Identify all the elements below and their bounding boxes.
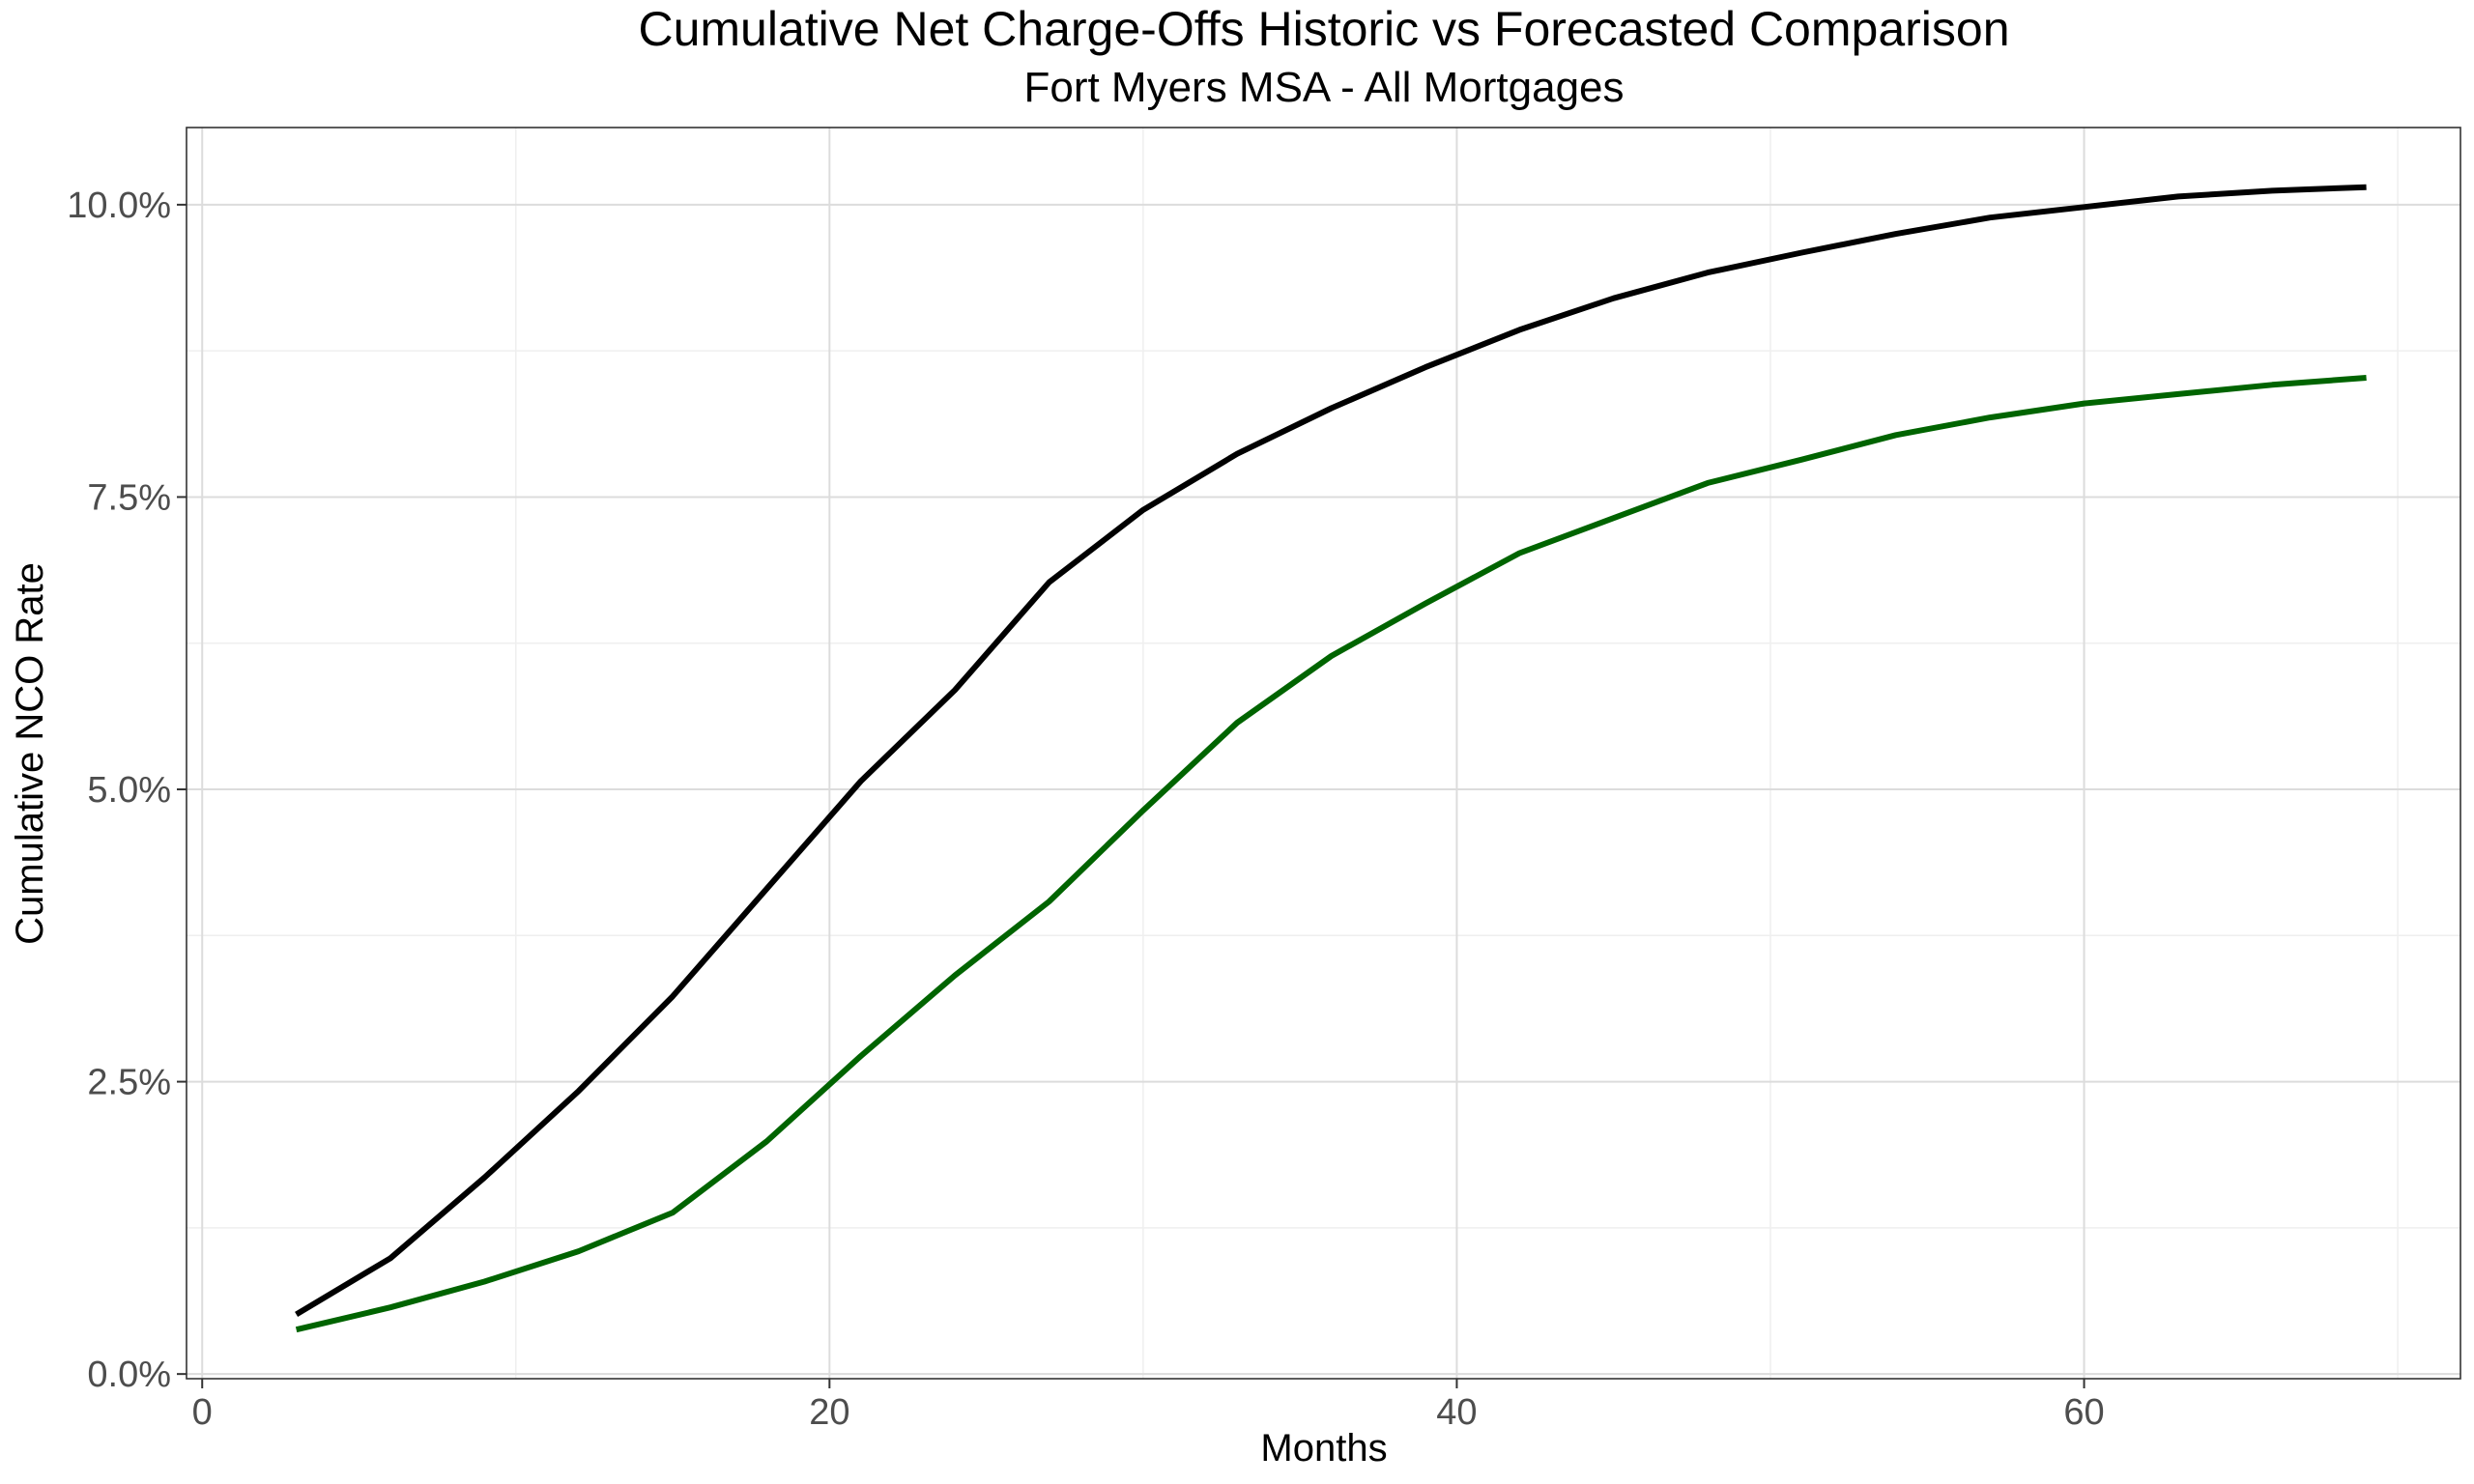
x-axis: 0 20 40 60 [192, 1379, 2105, 1433]
series-layer [295, 184, 2367, 1333]
x-tick-label: 60 [2063, 1392, 2104, 1433]
x-tick-label: 0 [192, 1392, 213, 1433]
series-line-2 [295, 375, 2367, 1333]
plot-panel-border [186, 127, 2461, 1380]
x-tick-label: 20 [809, 1392, 849, 1433]
series-line-1 [295, 184, 2367, 1317]
chart-title: Cumulative Net Charge-Offs Historic vs F… [638, 2, 2009, 56]
chart-subtitle: Fort Myers MSA - All Mortgages [1023, 64, 1624, 111]
x-tick-label: 40 [1436, 1392, 1477, 1433]
y-tick-label: 5.0% [87, 770, 171, 811]
major-gridlines [187, 128, 2460, 1379]
x-axis-title: Months [1260, 1427, 1387, 1470]
y-tick-label: 7.5% [87, 477, 171, 518]
minor-gridlines [187, 128, 2460, 1379]
y-axis: 0.0% 2.5% 5.0% 7.5% 10.0% [67, 186, 187, 1395]
y-tick-label: 0.0% [87, 1355, 171, 1395]
y-tick-label: 10.0% [67, 186, 171, 226]
y-tick-label: 2.5% [87, 1063, 171, 1103]
y-axis-title: Cumulative NCO Rate [9, 562, 51, 945]
